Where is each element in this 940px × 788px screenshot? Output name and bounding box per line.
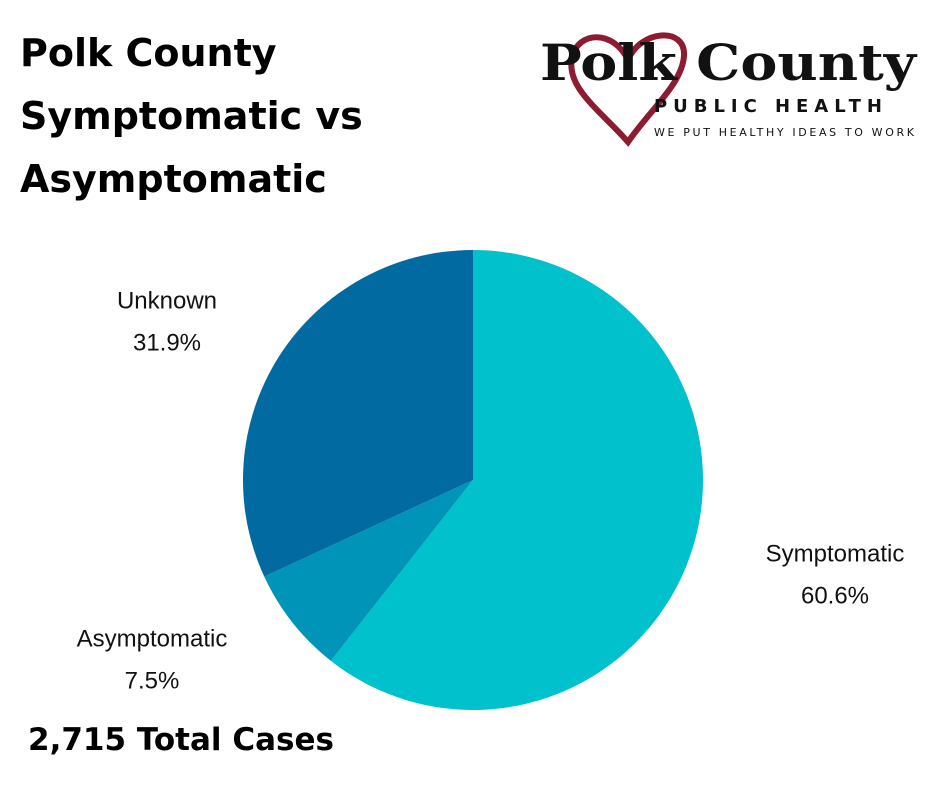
logo-heart [568, 32, 687, 147]
slice-label: Unknown [117, 287, 217, 314]
logo-name: Polk County [540, 33, 918, 92]
slice-value-label: 60.6% [801, 582, 869, 609]
logo-tagline: WE PUT HEALTHY IDEAS TO WORK [654, 126, 915, 139]
slice-value-label: 7.5% [125, 667, 180, 694]
pie-slice [264, 480, 473, 661]
pie-slice [243, 250, 473, 577]
chart-title: Polk County Symptomatic vs Asymptomatic [20, 31, 363, 201]
annotation: 2,715 Total Cases [28, 722, 334, 758]
logo-subtitle: PUBLIC HEALTH [654, 96, 882, 117]
slice-value-label: 31.9% [133, 329, 201, 356]
pie [243, 250, 704, 710]
pie-slice [330, 250, 704, 710]
logo: Polk County PUBLIC HEALTH WE PUT HEALTHY… [540, 32, 918, 147]
slice-label: Symptomatic [766, 540, 905, 567]
slice-label: Asymptomatic [77, 625, 228, 652]
